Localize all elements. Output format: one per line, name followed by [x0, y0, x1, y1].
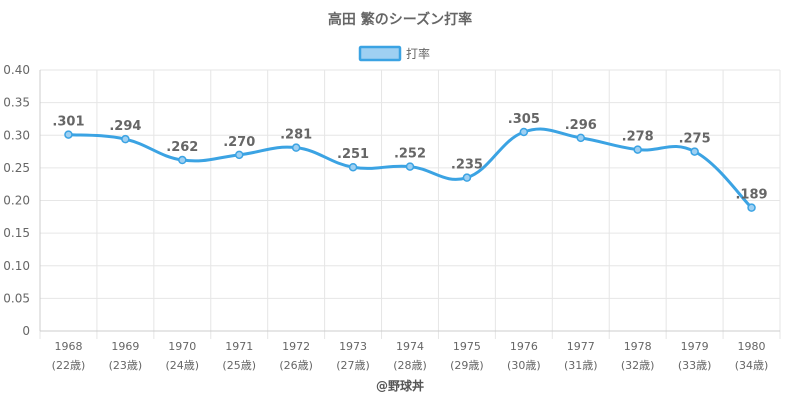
data-label: .270 — [223, 135, 255, 150]
chart-title: 高田 繁のシーズン打率 — [328, 11, 472, 28]
x-tick-label: 1977 — [567, 340, 595, 353]
x-axis-ticks: 1968 (22歳) 1969 (23歳) 1970 (24歳) 1971 (25歳) 1972… — [52, 340, 769, 372]
data-point[interactable] — [291, 143, 301, 152]
y-tick-label: 0.10 — [3, 259, 30, 273]
data-point[interactable] — [64, 130, 73, 139]
legend-label: 打率 — [406, 46, 430, 61]
data-label: .262 — [166, 140, 198, 155]
x-tick-label: 1976 — [510, 340, 538, 353]
x-tick-label: 1975 — [453, 340, 481, 353]
y-tick-label: 0.25 — [3, 161, 30, 175]
data-label: .189 — [735, 188, 767, 203]
credit-text: @野球丼 — [376, 378, 424, 393]
x-tick-sublabel: (31歳) — [564, 359, 598, 372]
legend[interactable]: 打率 — [358, 45, 430, 62]
x-tick-label: 1980 — [738, 340, 766, 353]
data-label: .301 — [52, 115, 84, 130]
data-point[interactable] — [690, 147, 699, 156]
data-label: .275 — [679, 132, 711, 147]
x-tick-label: 1974 — [396, 340, 424, 353]
data-labels: .301 .294 .262 .270 .281 .251 .252 .235 .305 .296… — [52, 112, 767, 203]
data-point[interactable] — [405, 162, 415, 171]
x-tick-sublabel: (25歳) — [222, 359, 256, 372]
data-label: .294 — [109, 119, 141, 134]
data-point[interactable] — [178, 155, 187, 165]
data-label: .305 — [508, 112, 540, 127]
axes — [39, 70, 780, 332]
x-tick-sublabel: (23歳) — [109, 359, 143, 372]
x-tick-sublabel: (28歳) — [393, 359, 427, 372]
y-tick-label: 0.30 — [3, 128, 30, 142]
data-label: .251 — [337, 147, 369, 162]
data-label: .252 — [394, 147, 426, 162]
y-tick-label: 0.20 — [3, 194, 30, 208]
x-tick-sublabel: (26歳) — [279, 359, 313, 372]
x-tick-label: 1968 — [54, 340, 82, 353]
data-point[interactable] — [462, 173, 472, 182]
y-tick-label: 0.05 — [3, 291, 30, 305]
y-axis-ticks: 0 0.05 0.10 0.15 0.20 0.25 0.30 0.35 0.40 — [3, 63, 30, 338]
x-tick-sublabel: (29歳) — [450, 359, 484, 372]
x-tick-sublabel: (33歳) — [678, 359, 712, 372]
legend-swatch — [358, 45, 402, 62]
x-tick-label: 1969 — [111, 340, 139, 353]
grid-lines — [39, 69, 781, 339]
data-label: .281 — [280, 128, 312, 143]
data-points — [64, 127, 756, 212]
data-point[interactable] — [747, 203, 756, 212]
data-label: .235 — [451, 158, 483, 173]
x-tick-sublabel: (32歳) — [621, 359, 655, 372]
x-tick-sublabel: (30歳) — [507, 359, 541, 372]
y-tick-label: 0.35 — [3, 96, 30, 110]
x-tick-label: 1972 — [282, 340, 310, 353]
data-point[interactable] — [234, 150, 244, 160]
x-tick-sublabel: (34歳) — [735, 359, 769, 372]
data-label: .278 — [622, 130, 654, 145]
data-label: .296 — [565, 118, 597, 133]
x-tick-label: 1978 — [624, 340, 652, 353]
x-tick-label: 1970 — [168, 340, 196, 353]
data-point[interactable] — [633, 145, 642, 154]
x-tick-label: 1971 — [225, 340, 253, 353]
y-tick-label: 0 — [22, 324, 30, 338]
data-point[interactable] — [519, 127, 529, 137]
x-tick-sublabel: (24歳) — [166, 359, 200, 372]
y-tick-label: 0.40 — [3, 63, 30, 77]
data-point[interactable] — [348, 162, 358, 172]
x-tick-sublabel: (22歳) — [52, 359, 86, 372]
x-tick-sublabel: (27歳) — [336, 359, 370, 372]
x-tick-label: 1979 — [681, 340, 709, 353]
y-tick-label: 0.15 — [3, 226, 30, 240]
data-point[interactable] — [121, 134, 130, 144]
data-point[interactable] — [576, 133, 586, 143]
x-tick-label: 1973 — [339, 340, 367, 353]
